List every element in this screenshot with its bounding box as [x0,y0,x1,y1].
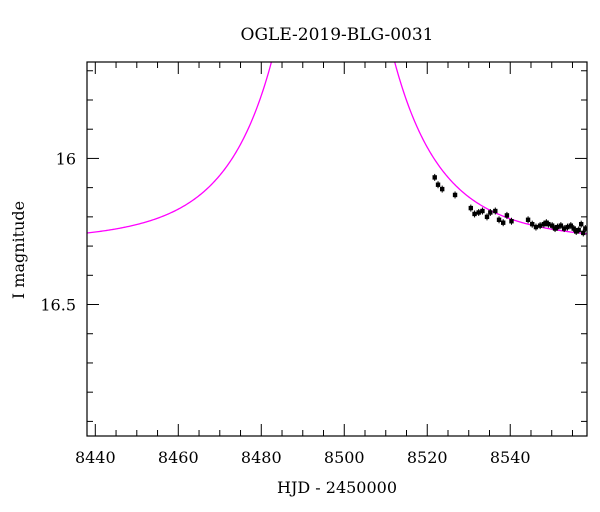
data-point [500,219,506,227]
x-tick-label: 8480 [241,448,282,467]
data-point [578,220,584,228]
y-axis-label: I magnitude [9,201,28,299]
data-point [530,220,535,228]
plot-area [87,62,587,237]
data-point [565,223,570,231]
chart-title: OGLE-2019-BLG-0031 [241,25,434,45]
data-point [574,227,579,235]
data-point [571,225,576,233]
data-point [452,191,458,199]
data-point [468,204,474,212]
data-point [576,226,581,234]
x-tick-label: 8460 [158,448,199,467]
data-point [435,181,441,189]
data-point [525,216,531,224]
x-tick-label: 8500 [324,448,365,467]
y-tick-label: 16 [56,149,76,168]
data-point [555,223,560,231]
data-point [546,220,551,228]
x-axis-label: HJD - 2450000 [277,478,397,497]
data-point [484,213,490,221]
data-point [568,222,574,230]
model-curve [87,62,587,235]
data-point [549,222,555,230]
y-axis: 16 16.5 [40,70,587,422]
data-point [432,173,437,181]
data-point [552,225,558,233]
data-point [504,211,510,219]
data-point [561,225,567,233]
x-axis: 8440 8460 8480 8500 8520 8540 [75,62,573,467]
x-tick-label: 8540 [490,448,531,467]
x-tick-label: 8440 [75,448,116,467]
y-tick-label: 16.5 [40,296,76,315]
data-point [476,208,481,216]
x-tick-label: 8520 [407,448,448,467]
data-point [439,185,445,193]
data-point [558,222,564,230]
data-point [493,207,498,215]
data-point [509,217,514,225]
data-point [488,208,493,216]
plot-frame [86,61,588,437]
data-point [533,223,539,231]
data-point [583,225,587,233]
data-point [480,207,485,215]
data-point [537,222,543,230]
data-point [541,220,547,228]
data-point [496,216,502,224]
data-point [472,210,477,218]
